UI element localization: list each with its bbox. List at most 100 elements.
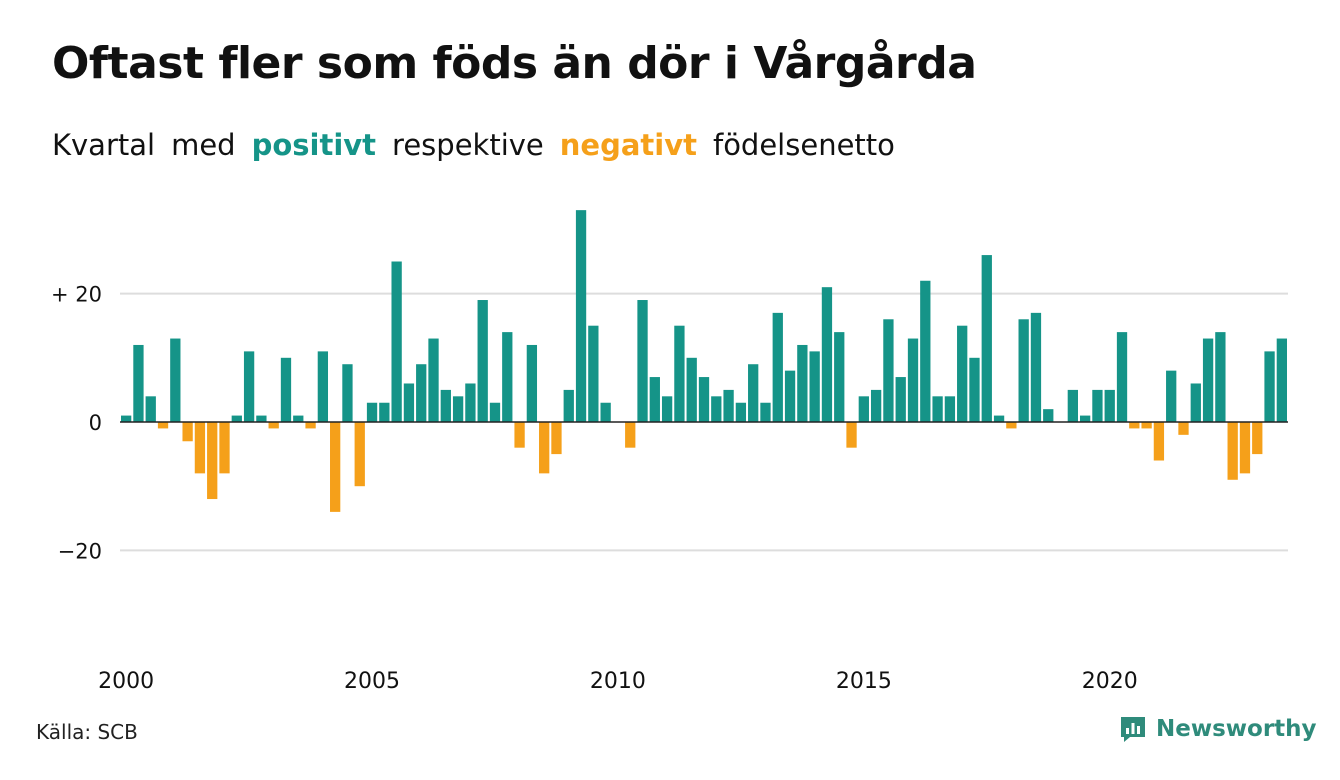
bar [1178, 422, 1189, 435]
bar-chart: + 20 0 −20 2000 2005 2010 2015 2020 [51, 210, 1288, 694]
bar [637, 300, 648, 422]
x-tick-label: 2020 [1082, 669, 1138, 694]
bar [465, 383, 476, 422]
bar [588, 325, 599, 422]
bar [932, 396, 943, 422]
bar [772, 312, 783, 422]
bar [846, 422, 857, 448]
bar [797, 344, 808, 422]
source-note: Källa: SCB [36, 720, 138, 744]
bar [993, 415, 1005, 422]
bar [1006, 422, 1017, 429]
bar [625, 422, 636, 448]
bar [674, 325, 685, 422]
bar [981, 255, 992, 422]
brand-name: Newsworthy [1156, 716, 1317, 742]
bar [1043, 409, 1054, 422]
chart-subtitle: Kvartal med positivt respektive negativt föde… [52, 128, 911, 162]
subtitle-positive-word: positivt [251, 128, 377, 162]
bar [526, 344, 538, 422]
bar [1116, 332, 1128, 422]
bar [1239, 422, 1251, 474]
bar [231, 415, 242, 422]
bar [711, 396, 722, 422]
brand-logo: Newsworthy [1118, 714, 1317, 744]
bar [403, 383, 415, 422]
bar [1227, 422, 1238, 480]
bar [858, 396, 869, 422]
subtitle-prefix: Kvartal [52, 128, 156, 162]
bar [243, 351, 255, 422]
y-tick-label: −20 [58, 539, 102, 563]
bar [489, 402, 501, 422]
bar [280, 357, 292, 422]
bar [551, 422, 562, 455]
bar [268, 422, 279, 429]
bar [416, 364, 427, 422]
bar [207, 422, 218, 500]
x-tick-label: 2015 [836, 669, 892, 694]
bar [1129, 422, 1140, 429]
chart-title: Oftast fler som föds än dör i Vårgårda [52, 38, 977, 89]
bar [293, 415, 304, 422]
bar [440, 389, 451, 422]
bar [1166, 370, 1177, 422]
bar [969, 357, 980, 422]
bar [686, 357, 697, 422]
bar [1264, 351, 1275, 422]
bar [957, 325, 968, 422]
grid-lines [120, 292, 1288, 552]
bar [895, 377, 906, 422]
bar [502, 332, 513, 422]
subtitle-mid2: respektive [392, 128, 544, 162]
bar [1104, 389, 1115, 422]
y-tick-label: 0 [89, 411, 102, 435]
x-tick-label: 2005 [344, 669, 400, 694]
bar [354, 422, 365, 487]
bar [649, 377, 660, 422]
bar [760, 402, 771, 422]
bar [514, 422, 525, 448]
bar [784, 370, 796, 422]
bar [698, 377, 710, 422]
bar [121, 415, 132, 422]
bar [1153, 422, 1165, 461]
bar [1202, 338, 1214, 422]
bar [920, 280, 931, 422]
bar [600, 402, 611, 422]
bar [1276, 338, 1287, 422]
subtitle-negative-word: negativt [559, 128, 697, 162]
bar [428, 338, 439, 422]
bar [1030, 312, 1042, 422]
bar [735, 402, 747, 422]
bar [170, 338, 181, 422]
bar [870, 389, 882, 422]
x-tick-label: 2000 [98, 669, 154, 694]
bar [1092, 389, 1103, 422]
bar [194, 422, 206, 474]
bar [1141, 422, 1152, 429]
bar [256, 415, 267, 422]
bar [477, 300, 488, 422]
bar [883, 319, 894, 422]
bar [452, 396, 464, 422]
bar [305, 422, 316, 429]
bar [219, 422, 230, 474]
bars [121, 210, 1287, 512]
bar [182, 422, 193, 442]
bar [944, 396, 956, 422]
bar [342, 364, 353, 422]
bar [1215, 332, 1226, 422]
bar [317, 351, 329, 422]
bar [133, 344, 144, 422]
bar [391, 261, 402, 422]
bar [723, 389, 734, 422]
bar [809, 351, 820, 422]
bar [1079, 415, 1091, 422]
bar [1067, 389, 1078, 422]
bar [821, 287, 833, 422]
bar [748, 364, 759, 422]
bar [661, 396, 673, 422]
bar [575, 210, 587, 422]
x-tick-label: 2010 [590, 669, 646, 694]
